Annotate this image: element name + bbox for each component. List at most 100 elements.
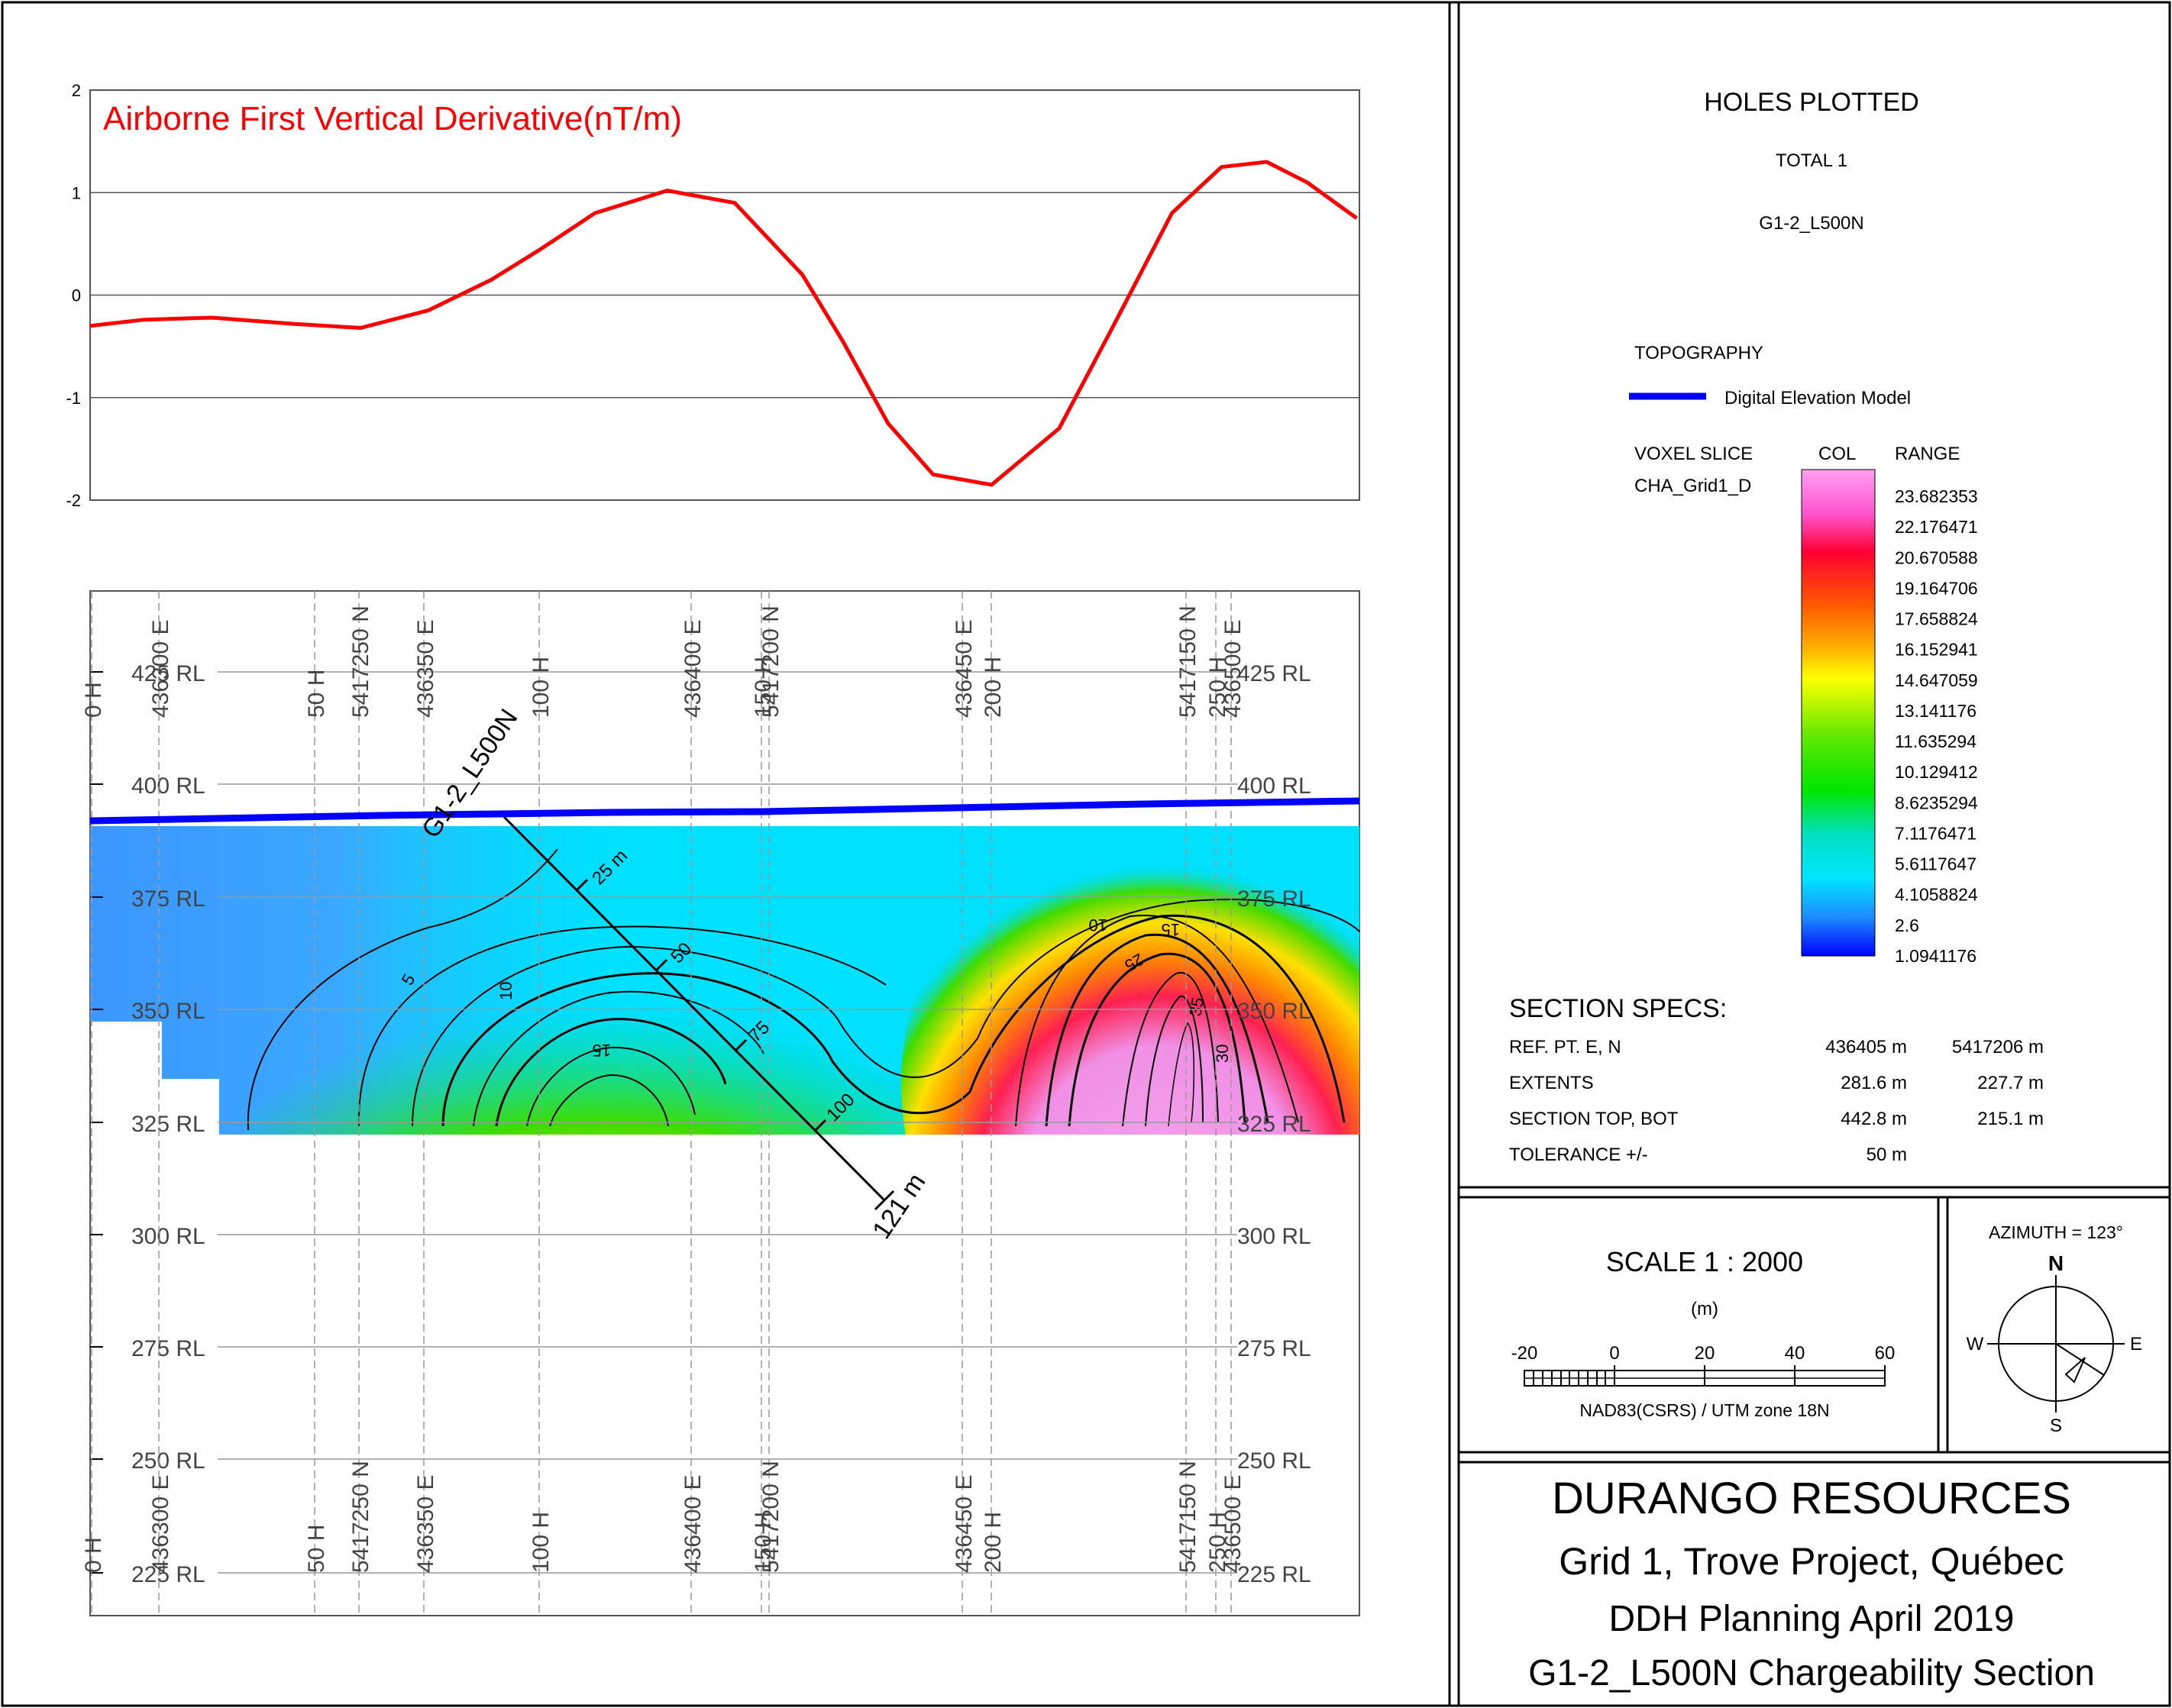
rl-label-right: 425 RL <box>1237 661 1311 686</box>
scale-tick-label: 0 <box>1609 1343 1619 1364</box>
contour-line <box>1015 915 1299 1127</box>
section-title: G1-2_L500N Chargeability Section <box>1528 1653 2095 1693</box>
spec-value-2: 227.7 m <box>1977 1073 2044 1093</box>
coordinate-label: 436350 E <box>413 620 438 718</box>
rl-label-left: 325 RL <box>131 1112 205 1137</box>
range-label: 4.1058824 <box>1895 885 1978 905</box>
contour-label: 35 <box>1185 996 1207 1017</box>
contour-line <box>412 899 1360 1127</box>
coordinate-label: 0 H <box>81 1537 106 1573</box>
contour-line <box>1145 995 1204 1127</box>
rl-label-right: 375 RL <box>1237 886 1311 912</box>
range-label: 20.670588 <box>1895 547 1978 567</box>
range-label: 19.164706 <box>1895 578 1978 598</box>
project-name: Grid 1, Trove Project, Québec <box>1559 1540 2064 1583</box>
specs-title: SECTION SPECS: <box>1509 994 1727 1023</box>
range-label: 16.152941 <box>1895 640 1978 660</box>
compass-west: W <box>1967 1334 1984 1354</box>
compass-south: S <box>2050 1416 2062 1436</box>
range-label: 8.6235294 <box>1895 793 1978 812</box>
contour-line <box>495 1018 727 1127</box>
contour-line <box>1168 1022 1195 1127</box>
topography-title: TOPOGRAPHY <box>1634 343 1763 363</box>
coordinate-label: 50 H <box>304 1525 329 1573</box>
contour-label: 10 <box>1089 915 1107 935</box>
projection-label: NAD83(CSRS) / UTM zone 18N <box>1579 1400 1829 1420</box>
north-arrow-block: AZIMUTH = 123° N S E W <box>1967 1222 2142 1436</box>
range-label: 17.658824 <box>1895 609 1978 629</box>
spec-label: REF. PT. E, N <box>1509 1037 1621 1057</box>
spec-label: SECTION TOP, BOT <box>1509 1109 1679 1129</box>
range-label: 23.682353 <box>1895 486 1978 506</box>
col-header: COL <box>1818 444 1856 464</box>
voxel-slice-title: VOXEL SLICE <box>1634 444 1753 464</box>
rl-label-left: 225 RL <box>131 1562 205 1587</box>
coordinate-label: 436450 E <box>952 620 977 718</box>
range-label: 10.129412 <box>1895 762 1978 782</box>
coordinate-label: 436450 E <box>952 1475 977 1573</box>
drill-hole-tick <box>575 878 589 892</box>
coordinate-label: 5417150 N <box>1175 1461 1201 1573</box>
azimuth-arrow-icon <box>2055 1343 2105 1384</box>
range-label: 7.1176471 <box>1895 823 1976 843</box>
drill-hole-tick <box>734 1038 748 1052</box>
spec-value-1: 50 m <box>1867 1145 1907 1165</box>
rl-label-right: 225 RL <box>1237 1562 1311 1587</box>
coordinate-label: 436500 E <box>1220 1475 1246 1573</box>
title-block: DURANGO RESOURCES Grid 1, Trove Project,… <box>1528 1474 2095 1693</box>
rl-label-right: 350 RL <box>1237 999 1311 1024</box>
range-labels: 23.682353 22.176471 20.670588 19.164706 17.6… <box>1895 486 1978 966</box>
coordinate-label: 436500 E <box>1220 620 1246 718</box>
profile-tick-label: -2 <box>66 491 81 510</box>
spec-value-1: 281.6 m <box>1841 1073 1907 1093</box>
scale-bar-divisions <box>1533 1365 1886 1386</box>
spec-value-1: 442.8 m <box>1841 1109 1907 1129</box>
profile-gridlines <box>90 192 1359 399</box>
contour-line <box>247 848 558 1131</box>
section-specs: SECTION SPECS: REF. PT. E, N 436405 m 54… <box>1509 994 2044 1165</box>
coordinate-label: 436400 E <box>680 620 706 718</box>
profile-tick-label: 2 <box>72 81 81 100</box>
coordinate-label: 436400 E <box>680 1475 706 1573</box>
drill-hole-end-cap <box>874 1190 895 1211</box>
spec-value-2: 215.1 m <box>1977 1109 2044 1129</box>
rl-label-right: 250 RL <box>1237 1448 1311 1474</box>
rl-label-left: 250 RL <box>131 1448 205 1474</box>
scale-tick-label: 20 <box>1695 1343 1715 1364</box>
contour-line <box>549 1074 669 1127</box>
voxel-slice <box>90 826 1359 1135</box>
rl-gridlines: 425 RL 425 RL 400 RL 400 RL 375 RL 375 RL 350 … <box>90 661 1311 1587</box>
coordinate-label: 50 H <box>304 670 329 718</box>
coordinate-label: 436300 E <box>148 1475 173 1573</box>
profile-title: Airborne First Vertical Derivative(nT/m) <box>103 100 682 137</box>
contour-label: 10 <box>496 982 516 1000</box>
rl-label-left: 275 RL <box>131 1336 205 1361</box>
scale-title: SCALE 1 : 2000 <box>1606 1246 1803 1277</box>
range-label: 1.0941176 <box>1895 946 1976 966</box>
hole-list-item: G1-2_L500N <box>1759 213 1863 234</box>
range-label: 22.176471 <box>1895 517 1978 537</box>
topography-line <box>89 797 1360 825</box>
coordinate-label: 250 H <box>1205 1512 1230 1573</box>
contour-label: 15 <box>593 1041 611 1060</box>
range-label: 5.6117647 <box>1895 854 1976 874</box>
coordinate-label: 150 H <box>751 657 776 718</box>
voxel-anomaly-west <box>244 875 962 1135</box>
scale-tick-label: -20 <box>1511 1343 1538 1364</box>
spec-label: TOLERANCE +/- <box>1509 1145 1648 1165</box>
company-name: DURANGO RESOURCES <box>1552 1474 2071 1523</box>
contour-line <box>1068 952 1246 1127</box>
coordinate-label: 200 H <box>981 657 1006 718</box>
azimuth-label: AZIMUTH = 123° <box>1989 1222 2123 1242</box>
profile-tick-label: 0 <box>72 286 81 305</box>
coordinate-gridlines: 436300 E 436300 E 436350 E 436350 E 436400 E… <box>81 591 1246 1616</box>
coordinate-label: 5417150 N <box>1175 605 1201 718</box>
holes-plotted-title: HOLES PLOTTED <box>1704 88 1919 117</box>
contour-line <box>1045 933 1269 1127</box>
voxel-anomaly-east <box>901 826 1359 1135</box>
range-label: 11.635294 <box>1895 731 1976 751</box>
specs-rows: REF. PT. E, N 436405 m 5417206 m EXTENTS… <box>1509 1037 2044 1165</box>
drawing-subtitle: DDH Planning April 2019 <box>1609 1599 2015 1639</box>
